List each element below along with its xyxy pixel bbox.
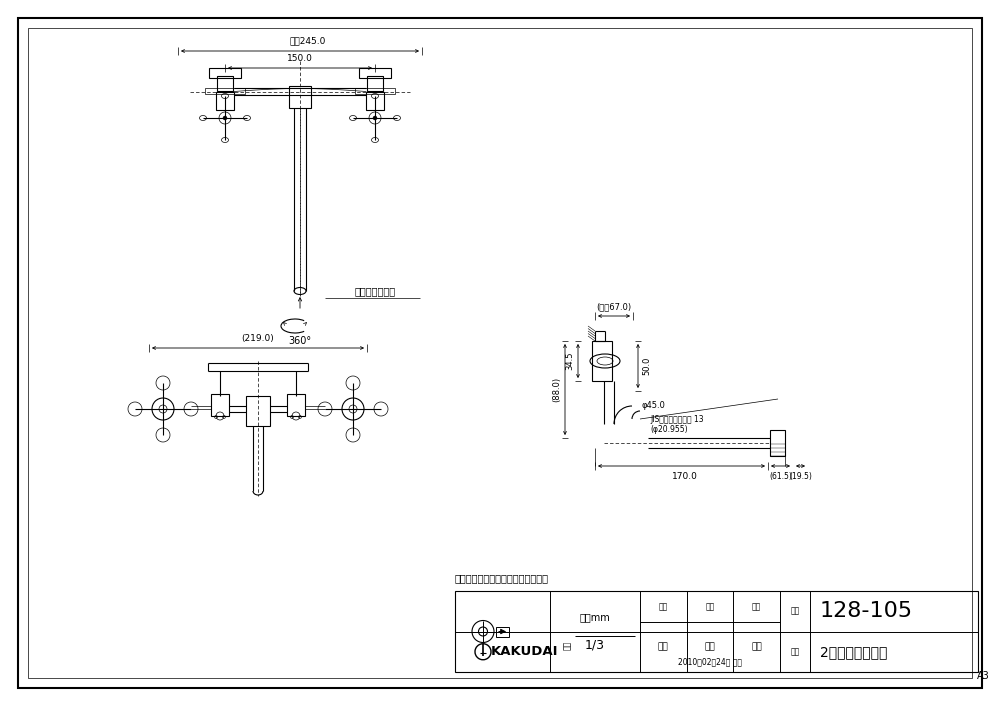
Text: 170.0: 170.0 xyxy=(672,472,698,481)
Bar xyxy=(217,76,233,91)
Text: 前川: 前川 xyxy=(658,642,669,652)
Bar xyxy=(355,88,395,94)
Bar xyxy=(592,341,612,381)
Text: 1/3: 1/3 xyxy=(585,639,605,652)
Bar xyxy=(287,394,305,416)
Bar xyxy=(367,76,383,91)
Text: 尺度: 尺度 xyxy=(562,640,572,650)
Text: 50.0: 50.0 xyxy=(642,357,651,375)
Text: (88.0): (88.0) xyxy=(552,377,561,402)
Text: JIS絡水管接続ねじ 13: JIS絡水管接続ねじ 13 xyxy=(650,414,704,424)
Bar xyxy=(211,394,229,416)
Text: (219.0): (219.0) xyxy=(242,334,274,343)
Text: 注：（）内寸法は参考寸法である。: 注：（）内寸法は参考寸法である。 xyxy=(455,573,549,583)
Text: 2ハンドル混合栓: 2ハンドル混合栓 xyxy=(820,645,887,659)
Bar xyxy=(289,86,311,108)
Text: 品名: 品名 xyxy=(790,647,800,657)
Bar xyxy=(366,92,384,110)
Bar xyxy=(216,92,234,110)
Text: 品番: 品番 xyxy=(790,606,800,616)
Text: 最大245.0: 最大245.0 xyxy=(290,36,326,45)
Text: (61.5): (61.5) xyxy=(769,472,792,481)
Text: (φ20.955): (φ20.955) xyxy=(650,424,688,433)
Bar xyxy=(770,430,785,456)
Bar xyxy=(359,68,391,78)
Bar xyxy=(205,88,245,94)
Text: 34.5: 34.5 xyxy=(565,352,574,370)
Text: 360°: 360° xyxy=(288,336,312,346)
Bar xyxy=(455,591,978,672)
Text: 承認: 承認 xyxy=(752,602,761,611)
Circle shape xyxy=(223,116,227,120)
Bar xyxy=(246,396,270,426)
Text: 128-105: 128-105 xyxy=(820,602,913,621)
Text: 検図: 検図 xyxy=(705,602,715,611)
Text: 単位mm: 単位mm xyxy=(580,612,610,622)
Text: 2010年02月24日 作成: 2010年02月24日 作成 xyxy=(678,657,742,666)
Text: (19.5): (19.5) xyxy=(789,472,812,481)
Text: KAKUDAI: KAKUDAI xyxy=(491,645,559,658)
Bar xyxy=(496,626,509,637)
Text: 古川: 古川 xyxy=(705,642,715,652)
Text: 柳田: 柳田 xyxy=(751,642,762,652)
Text: 吐水口回転角度: 吐水口回転角度 xyxy=(355,286,396,296)
Text: 製図: 製図 xyxy=(659,602,668,611)
Circle shape xyxy=(373,116,377,120)
Text: A3: A3 xyxy=(977,671,990,681)
Bar xyxy=(209,68,241,78)
Text: φ45.0: φ45.0 xyxy=(642,400,666,409)
Text: 150.0: 150.0 xyxy=(287,54,313,63)
Text: (最大67.0): (最大67.0) xyxy=(596,302,632,311)
